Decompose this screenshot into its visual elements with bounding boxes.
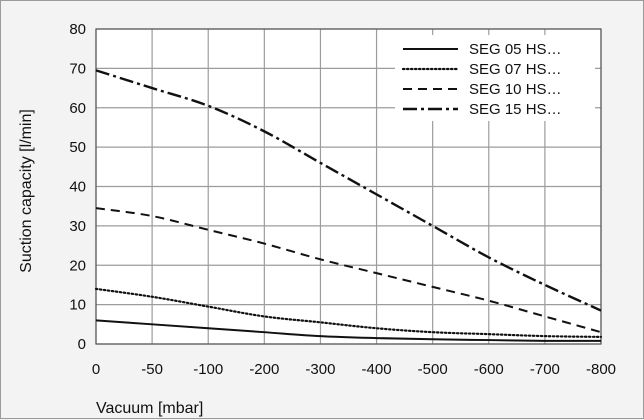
y-tick-label: 50 xyxy=(69,139,86,156)
x-tick-label: 0 xyxy=(92,361,100,378)
plot-border xyxy=(95,28,602,345)
legend: SEG 05 HS… SEG 07 HS… SEG 10 HS… SEG 15 HS… xyxy=(395,35,595,121)
series-lines xyxy=(94,69,603,342)
y-tick-label: 0 xyxy=(78,336,86,353)
x-tick-label: -400 xyxy=(362,361,392,378)
legend-label: SEG 15 HS… xyxy=(469,101,562,118)
y-tick-label: 80 xyxy=(69,21,86,38)
x-axis-title: Vacuum [mbar] xyxy=(96,400,203,417)
x-tick-label: -700 xyxy=(530,361,560,378)
x-tick-label: -500 xyxy=(418,361,448,378)
x-tick-label: -100 xyxy=(193,361,223,378)
series-line-2 xyxy=(94,287,603,339)
legend-label: SEG 10 HS… xyxy=(469,81,562,98)
y-tick-label: 40 xyxy=(69,179,86,196)
legend-label: SEG 07 HS… xyxy=(469,61,562,78)
x-tick-label: -200 xyxy=(249,361,279,378)
y-tick-label: 10 xyxy=(69,297,86,314)
x-tick-label: -800 xyxy=(586,361,616,378)
y-tick-label: 30 xyxy=(69,218,86,235)
y-tick-label: 20 xyxy=(69,257,86,274)
x-tick-labels: 0 -50 -100 -200 -300 -400 -500 -600 -700 -800 xyxy=(92,361,616,378)
series-line-1 xyxy=(95,319,602,342)
y-tick-labels: 0 10 20 30 40 50 60 70 80 xyxy=(69,21,86,353)
x-tick-label: -300 xyxy=(305,361,335,378)
x-tick-label: -50 xyxy=(141,361,163,378)
y-tick-label: 70 xyxy=(69,60,86,77)
y-tick-label: 60 xyxy=(69,100,86,117)
series-line-4 xyxy=(95,69,602,312)
x-tick-label: -600 xyxy=(474,361,504,378)
series-line-3 xyxy=(95,207,602,334)
y-axis-title: Suction capacity [l/min] xyxy=(18,109,35,273)
legend-label: SEG 05 HS… xyxy=(469,41,562,58)
